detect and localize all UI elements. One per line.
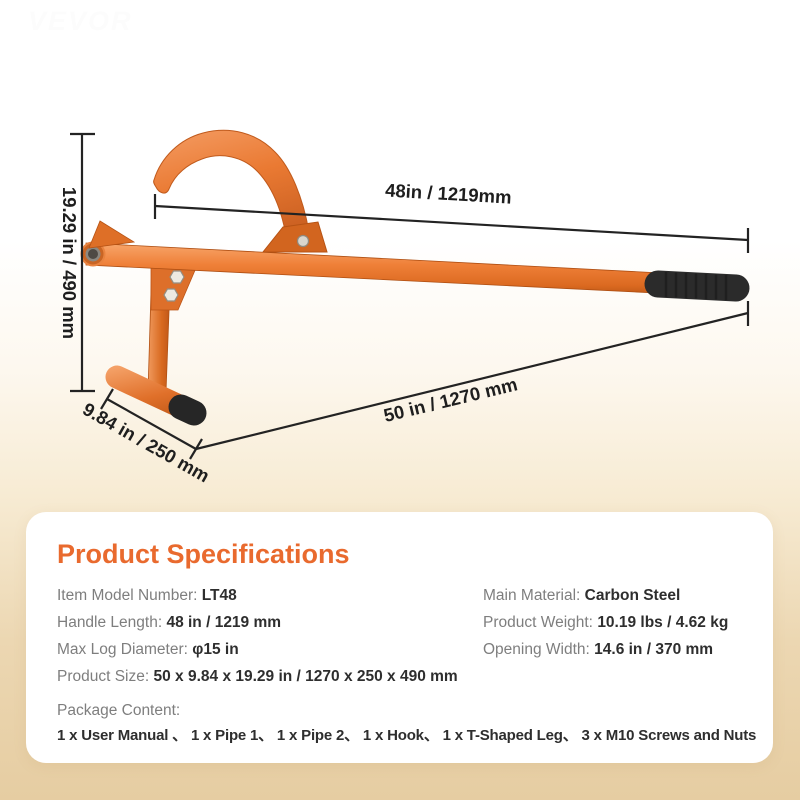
spec-label: Max Log Diameter: <box>57 641 193 658</box>
spec-product-weight: Product Weight: 10.19 lbs / 4.62 kg <box>483 609 742 636</box>
product-dimension-diagram: VEVOR 48in / 1219mm 19.29 in / 490 mm 9.… <box>59 129 750 486</box>
spec-columns: Item Model Number: LT48 Handle Length: 4… <box>57 582 742 690</box>
spec-handle-length: Handle Length: 48 in / 1219 mm <box>57 609 483 636</box>
pipe-bore <box>88 249 98 259</box>
spec-value: 14.6 in / 370 mm <box>594 641 714 658</box>
dimension-lines <box>70 132 750 460</box>
end-spike <box>88 220 136 249</box>
t-leg-cap <box>168 394 207 426</box>
spec-label: Handle Length: <box>57 614 167 631</box>
spec-value: φ15 in <box>192 641 239 658</box>
spec-value: 10.19 lbs / 4.62 kg <box>597 614 729 631</box>
hex-bolt-lower <box>163 288 179 302</box>
package-content-label: Package Content: <box>57 702 181 719</box>
spec-label: Product Weight: <box>483 614 598 631</box>
spec-max-log-diameter: Max Log Diameter: φ15 in <box>57 636 483 663</box>
spec-value: 50 x 9.84 x 19.29 in / 1270 x 250 x 490 … <box>153 668 458 685</box>
spec-label: Main Material: <box>483 587 585 604</box>
spec-value: LT48 <box>201 587 237 604</box>
hex-bolt-upper <box>169 270 185 284</box>
pivot-bolt <box>296 234 310 248</box>
spec-value: 48 in / 1219 mm <box>166 614 282 631</box>
spec-opening-width: Opening Width: 14.6 in / 370 mm <box>483 636 742 663</box>
hook <box>153 129 313 250</box>
spec-main-material: Main Material: Carbon Steel <box>483 582 742 609</box>
product-specifications-card: Product Specifications Item Model Number… <box>26 512 773 763</box>
spec-label: Opening Width: <box>483 641 595 658</box>
grip-ribs <box>664 272 728 300</box>
package-content-value: 1 x User Manual 、 1 x Pipe 1、 1 x Pipe 2… <box>57 727 757 744</box>
dim-label-overall-length: 50 in / 1270 mm <box>382 373 520 426</box>
handle-watermark: VEVOR <box>330 246 357 256</box>
vevor-logo: VEVOR <box>28 6 133 36</box>
card-title: Product Specifications <box>57 539 350 569</box>
spec-label: Item Model Number: <box>57 587 202 604</box>
spec-label: Product Size: <box>57 668 154 685</box>
pivot-bracket <box>261 221 328 253</box>
spec-item-model-number: Item Model Number: LT48 <box>57 582 483 609</box>
dim-label-overall-height: 19.29 in / 490 mm <box>59 187 80 339</box>
spec-value: Carbon Steel <box>584 587 681 604</box>
spec-column-right: Main Material: Carbon Steel Product Weig… <box>483 582 742 690</box>
spec-column-left: Item Model Number: LT48 Handle Length: 4… <box>57 582 483 690</box>
dim-label-handle-length: 48in / 1219mm <box>385 179 512 207</box>
spec-product-size: Product Size: 50 x 9.84 x 19.29 in / 127… <box>57 663 483 690</box>
